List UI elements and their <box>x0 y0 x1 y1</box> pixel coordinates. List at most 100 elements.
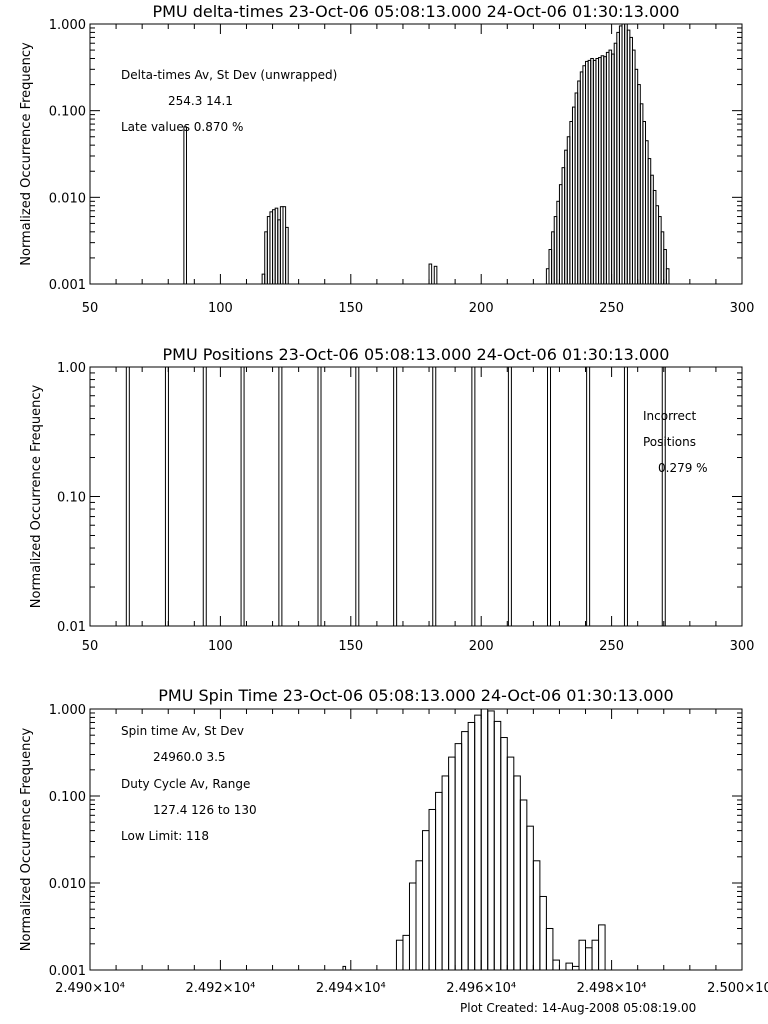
histogram-bar <box>395 939 404 971</box>
x-tick-label: 2.494×10⁴ <box>316 981 386 996</box>
histogram-bar <box>428 263 433 285</box>
x-tick-label: 2.490×10⁴ <box>55 981 125 996</box>
y-tick-label: 0.01 <box>57 620 86 635</box>
histogram-bar <box>408 882 417 971</box>
histogram-bar <box>433 265 438 285</box>
histogram-bar <box>565 962 573 971</box>
position-spike <box>432 366 437 627</box>
plot-frame <box>89 366 743 627</box>
histogram-bar <box>519 799 528 971</box>
x-tick-label: 200 <box>469 639 494 654</box>
x-tick-label: 2.496×10⁴ <box>446 981 516 996</box>
y-axis-label: Normalized Occurrence Frequency <box>29 384 44 608</box>
position-spike <box>355 366 360 627</box>
histogram-bar <box>532 860 541 971</box>
x-tick-label: 150 <box>338 639 363 654</box>
histogram-bar <box>448 756 456 971</box>
histogram-bar <box>428 808 437 971</box>
chart-annotation: 127.4 126 to 130 <box>153 803 257 817</box>
histogram-bar <box>598 924 606 971</box>
chart-annotation: 0.279 % <box>658 461 708 475</box>
chart-title: PMU Spin Time 23-Oct-06 05:08:13.000 24-… <box>158 686 673 705</box>
histogram-bar <box>285 226 289 285</box>
histogram-bar <box>585 947 593 971</box>
histogram-bar <box>480 708 489 971</box>
chart-annotation: 24960.0 3.5 <box>153 750 226 764</box>
position-spike <box>317 366 322 627</box>
histogram-bar <box>422 830 430 971</box>
position-spike <box>240 366 245 627</box>
position-spike <box>164 366 169 627</box>
chart-annotation: Delta-times Av, St Dev (unwrapped) <box>121 68 337 82</box>
chart-annotation: 254.3 14.1 <box>168 94 233 108</box>
x-tick-label: 250 <box>599 639 624 654</box>
chart-annotation: Duty Cycle Av, Range <box>121 777 250 791</box>
y-axis-label: Normalized Occurrence Frequency <box>19 42 34 266</box>
x-tick-label: 150 <box>338 301 363 316</box>
position-spike <box>278 366 283 627</box>
x-tick-label: 300 <box>730 301 755 316</box>
position-spike <box>125 366 130 627</box>
position-spike <box>586 366 591 627</box>
x-tick-label: 50 <box>82 301 99 316</box>
histogram-bar <box>578 939 587 971</box>
x-tick-label: 50 <box>82 639 99 654</box>
position-spike <box>202 366 207 627</box>
histogram-bar <box>342 965 347 971</box>
histogram-bar <box>461 731 469 971</box>
histogram-bar <box>435 791 443 971</box>
position-spike <box>471 366 476 627</box>
histogram-bar <box>487 710 495 971</box>
chart-annotation: Positions <box>643 435 696 449</box>
x-tick-label: 2.492×10⁴ <box>185 981 255 996</box>
plot-created-label: Plot Created: <box>460 1001 538 1015</box>
chart-title: PMU delta-times 23-Oct-06 05:08:13.000 2… <box>152 2 679 21</box>
x-tick-label: 100 <box>208 639 233 654</box>
y-tick-label: 0.100 <box>49 790 86 805</box>
chart-annotation: Incorrect <box>643 409 696 423</box>
x-tick-label: 2.500×10⁴ <box>707 981 768 996</box>
chart-panel-2: PMU Positions 23-Oct-06 05:08:13.000 24-… <box>29 345 754 654</box>
histogram-bar <box>415 860 424 971</box>
histogram-bar <box>545 927 554 971</box>
y-tick-label: 0.010 <box>49 877 86 892</box>
histogram-bar <box>441 775 450 971</box>
chart-title: PMU Positions 23-Oct-06 05:08:13.000 24-… <box>163 345 670 364</box>
x-tick-label: 2.498×10⁴ <box>577 981 647 996</box>
histogram-bar <box>591 939 600 971</box>
histogram-bar <box>552 959 560 971</box>
plot-created-footer: Plot Created: 14-Aug-2008 05:08:19.00 <box>460 1001 696 1015</box>
histogram-bar <box>402 934 410 971</box>
chart-annotation: Spin time Av, St Dev <box>121 724 244 738</box>
histogram-bar <box>513 775 521 971</box>
position-spike <box>661 366 666 627</box>
histogram-bar <box>571 965 580 971</box>
histogram-bar <box>493 720 502 971</box>
y-tick-label: 0.001 <box>49 964 86 979</box>
plot-frame <box>89 23 743 285</box>
histogram-bar <box>665 268 670 285</box>
histogram-bar <box>506 756 515 971</box>
y-tick-label: 0.10 <box>57 491 86 506</box>
histogram-bar <box>474 714 482 971</box>
position-spike <box>547 366 552 627</box>
y-tick-label: 0.010 <box>49 191 86 206</box>
histogram-bar <box>663 249 667 285</box>
x-tick-label: 200 <box>469 301 494 316</box>
histogram-bar <box>539 895 547 971</box>
chart-panel-1: PMU delta-times 23-Oct-06 05:08:13.000 2… <box>19 2 754 316</box>
chart-annotation: Late values 0.870 % <box>121 120 243 134</box>
chart-annotation: Low Limit: 118 <box>121 829 209 843</box>
histogram-bar <box>467 721 476 971</box>
y-tick-label: 1.000 <box>49 703 86 718</box>
y-tick-label: 0.100 <box>49 105 86 120</box>
histogram-bar <box>526 825 534 971</box>
position-spike <box>623 366 628 627</box>
histogram-bar <box>500 737 508 971</box>
y-tick-label: 1.00 <box>57 361 86 376</box>
plot-created-timestamp: 14-Aug-2008 05:08:19.00 <box>541 1001 697 1015</box>
histogram-bar <box>183 126 187 285</box>
y-tick-label: 0.001 <box>49 278 86 293</box>
position-spike <box>507 366 512 627</box>
